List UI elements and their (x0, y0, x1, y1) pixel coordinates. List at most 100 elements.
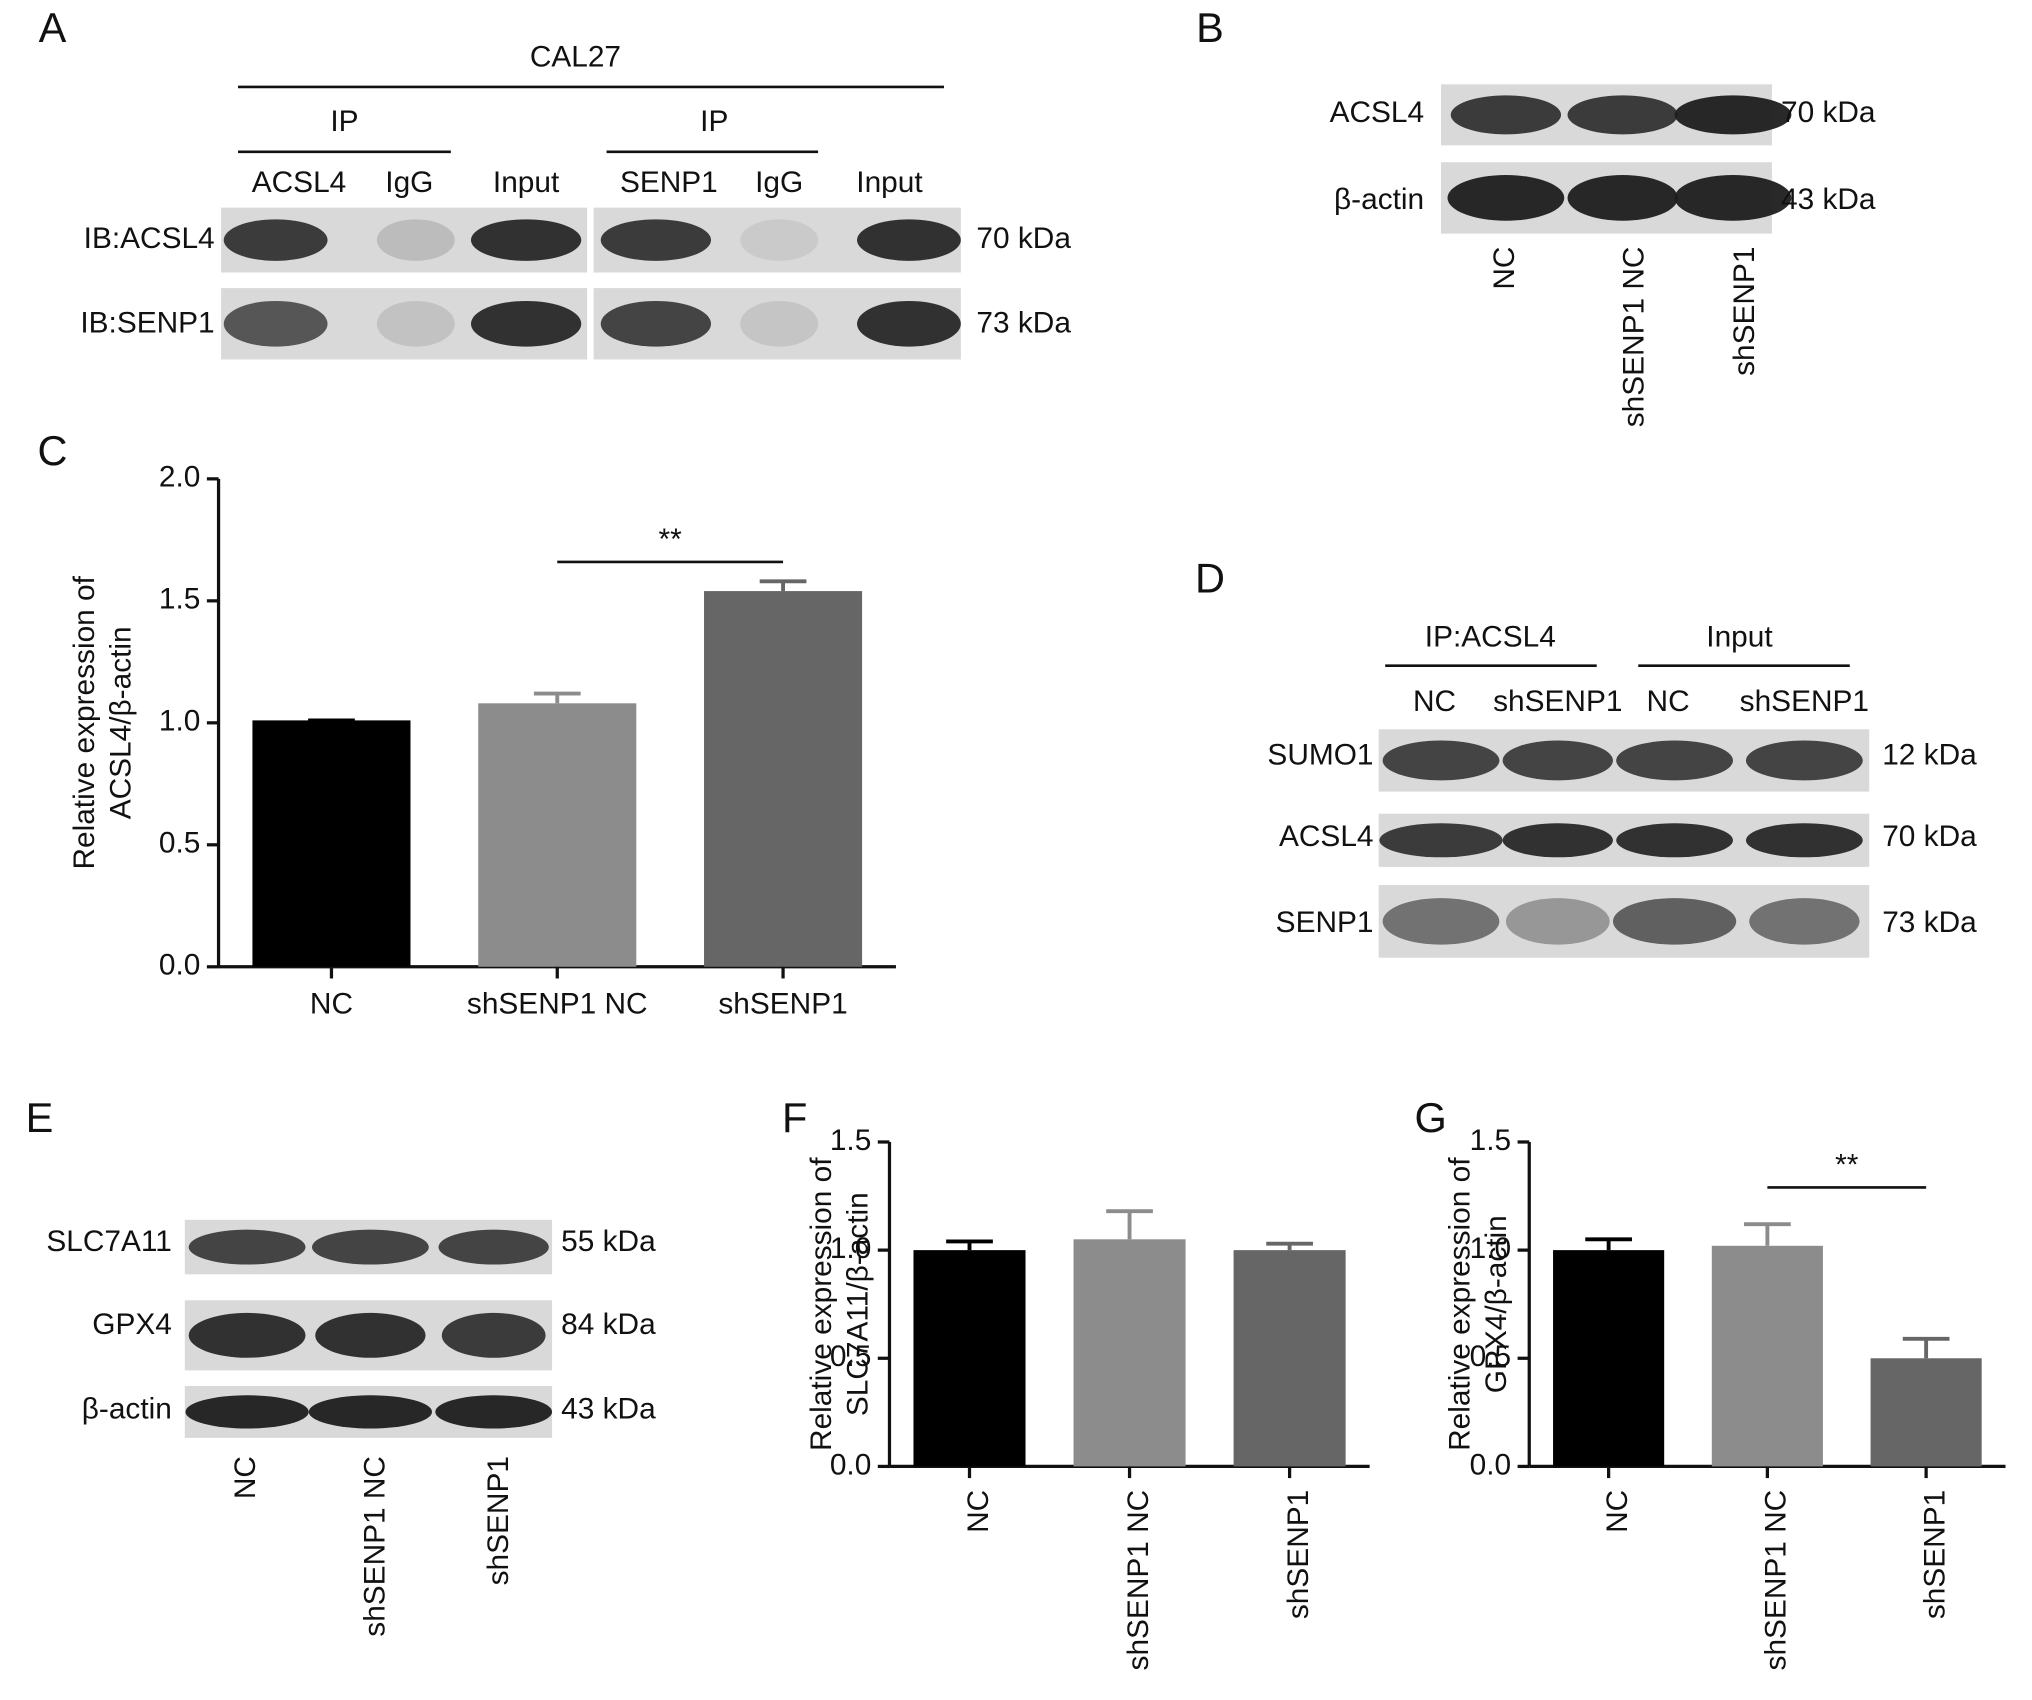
band (376, 219, 455, 261)
bar (1073, 1239, 1186, 1467)
x-tick-label: shSENP1 (1282, 1490, 1315, 1619)
band (1612, 898, 1737, 945)
x-tick-label: NC (1601, 1490, 1634, 1533)
band (311, 1229, 429, 1265)
band (1567, 175, 1678, 221)
band (1674, 175, 1792, 221)
label: ACSL4 (1279, 820, 1374, 853)
label: Input (1706, 620, 1773, 653)
y-axis-label: Relative expression of (1444, 1157, 1477, 1451)
panel-label: A (39, 4, 67, 51)
y-axis-label: GPX4/β-actin (1480, 1215, 1513, 1393)
label: CAL27 (530, 40, 621, 73)
label: 43 kDa (1781, 183, 1876, 216)
band (315, 1312, 426, 1358)
label: IgG (385, 166, 433, 199)
lane-label: shSENP1 (1728, 247, 1761, 376)
panel-label: D (1195, 554, 1225, 601)
label: IP (700, 105, 728, 138)
label: IP (330, 105, 358, 138)
band (1382, 740, 1500, 781)
x-tick-label: shSENP1 NC (467, 988, 648, 1021)
bar (1553, 1250, 1665, 1467)
y-axis-label: SLC7A11/β-actin (842, 1192, 875, 1416)
band (1616, 740, 1733, 781)
bar (478, 703, 637, 967)
label: 70 kDa (1781, 96, 1876, 129)
panel-label: F (782, 1094, 807, 1141)
label: SLC7A11 (46, 1225, 171, 1258)
x-tick-label: shSENP1 (1918, 1490, 1951, 1619)
label: 73 kDa (976, 306, 1071, 339)
band (1447, 175, 1565, 221)
band (1502, 823, 1613, 858)
y-tick-label: 1.5 (159, 583, 200, 616)
band (185, 1395, 309, 1429)
label: 84 kDa (561, 1308, 656, 1341)
y-tick-label: 0.5 (159, 827, 200, 860)
band (600, 300, 712, 347)
label: SENP1 (1276, 906, 1374, 939)
label: 12 kDa (1882, 738, 1977, 771)
bar (704, 591, 863, 967)
label: β-actin (1334, 183, 1424, 216)
label: β-actin (82, 1392, 172, 1425)
bar (1870, 1358, 1982, 1467)
label: IgG (755, 166, 803, 199)
band (1450, 95, 1562, 135)
y-tick-label: 1.0 (159, 705, 200, 738)
panel-label: B (1196, 4, 1224, 51)
lane-label: NC (1488, 247, 1521, 290)
band (223, 219, 328, 261)
x-tick-label: NC (962, 1490, 995, 1533)
x-tick-label: shSENP1 NC (1122, 1490, 1155, 1671)
label: 70 kDa (976, 222, 1071, 255)
y-tick-label: 1.0 (1470, 1232, 1511, 1265)
label: 43 kDa (561, 1392, 656, 1425)
band (600, 219, 712, 261)
y-tick-label: 1.5 (830, 1124, 871, 1157)
band (740, 219, 819, 261)
y-tick-label: 0.5 (1470, 1340, 1511, 1373)
y-tick-label: 1.0 (830, 1232, 871, 1265)
label: NC (1413, 685, 1456, 718)
bar (1711, 1245, 1823, 1467)
y-tick-label: 2.0 (159, 461, 200, 494)
label: IB:SENP1 (80, 306, 214, 339)
label: shSENP1 (1493, 685, 1622, 718)
bar (913, 1250, 1026, 1467)
band (1505, 898, 1610, 945)
label: Input (856, 166, 923, 199)
label: 70 kDa (1882, 820, 1977, 853)
y-tick-label: 0.0 (159, 949, 200, 982)
band (1379, 823, 1503, 858)
panel-label: E (26, 1094, 54, 1141)
y-tick-label: 0.0 (830, 1448, 871, 1481)
band (857, 219, 961, 261)
label: SUMO1 (1267, 738, 1373, 771)
label: IB:ACSL4 (84, 222, 215, 255)
label: ACSL4 (252, 166, 347, 199)
band (857, 300, 961, 347)
band (1502, 740, 1613, 781)
label: GPX4 (92, 1308, 172, 1341)
band (188, 1312, 306, 1358)
significance-mark: ** (1835, 1149, 1859, 1182)
band (438, 1229, 549, 1265)
x-tick-label: shSENP1 (718, 988, 847, 1021)
band (740, 300, 819, 347)
band (1745, 823, 1863, 858)
label: shSENP1 (1740, 685, 1869, 718)
y-tick-label: 0.5 (830, 1340, 871, 1373)
band (1745, 740, 1863, 781)
band (1674, 95, 1792, 135)
label: 55 kDa (561, 1225, 656, 1258)
lane-label: shSENP1 NC (359, 1456, 392, 1637)
y-tick-label: 0.0 (1470, 1448, 1511, 1481)
x-tick-label: NC (310, 988, 353, 1021)
y-axis-label: ACSL4/β-actin (104, 626, 137, 819)
band (223, 300, 328, 347)
lane-label: shSENP1 NC (1618, 247, 1651, 428)
